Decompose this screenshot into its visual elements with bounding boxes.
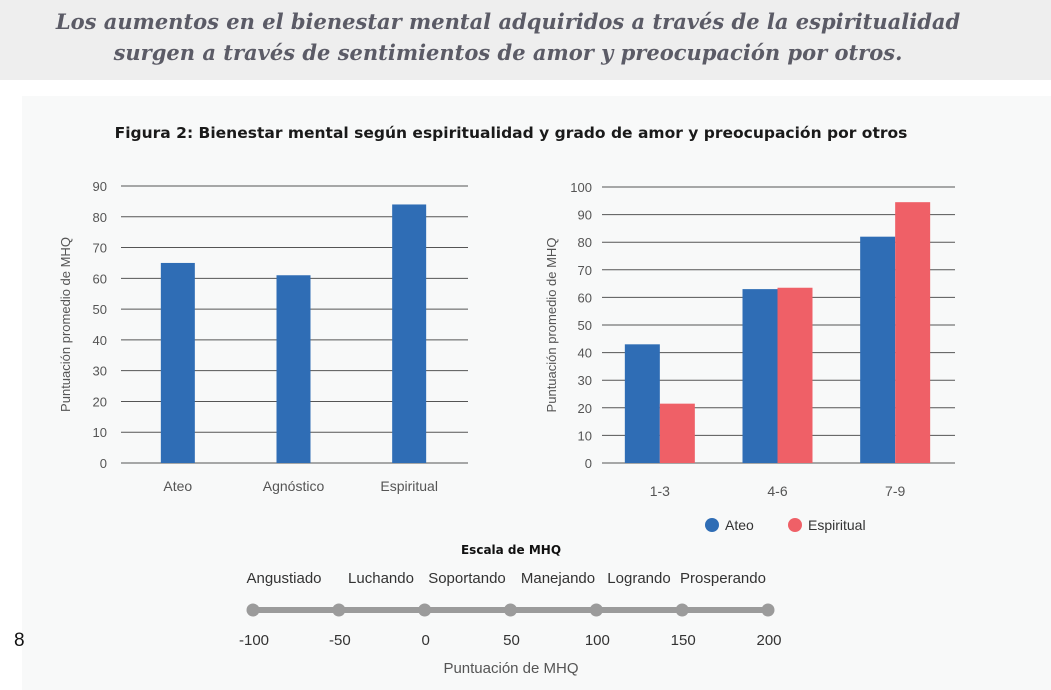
legend-label: Ateo [725, 517, 754, 533]
page-number: 8 [14, 630, 25, 651]
scale-dot [675, 603, 689, 617]
y-tick-label: 80 [578, 235, 592, 250]
bar [160, 262, 195, 463]
figure-title: Figura 2: Bienestar mental según espirit… [114, 124, 908, 142]
scale-category-label: Prosperando [680, 570, 766, 587]
headline: Los aumentos en el bienestar mental adqu… [0, 6, 1016, 68]
mhq-scale: Escala de MHQ -100 -50 0 50 100 150 200 Angustia… [239, 543, 782, 677]
x-tick-label: 1-3 [650, 483, 670, 499]
header-band [0, 0, 1051, 80]
headline-line-1: Los aumentos en el bienestar mental adqu… [55, 9, 961, 34]
scale-tick-label: 50 [503, 632, 520, 649]
scale-category-label: Angustiado [246, 570, 321, 587]
scale-tick-label: 200 [756, 632, 781, 649]
y-tick-label: 40 [578, 346, 592, 361]
scale-tick-label: -100 [239, 632, 269, 649]
scale-dot [761, 603, 775, 617]
scale-axis-label: Puntuación de MHQ [443, 660, 578, 677]
y-axis-label: Puntuación promedio de MHQ [544, 238, 559, 413]
bar [777, 287, 813, 463]
scale-category-label: Logrando [607, 570, 670, 587]
bar [624, 344, 660, 463]
y-tick-label: 20 [578, 401, 592, 416]
y-axis-label: Puntuación promedio de MHQ [58, 237, 73, 412]
x-tick-label: Agnóstico [263, 478, 325, 494]
y-tick-label: 60 [93, 271, 107, 286]
y-tick-label: 10 [578, 428, 592, 443]
y-tick-label: 0 [100, 456, 107, 471]
y-tick-label: 30 [578, 373, 592, 388]
y-tick-label: 50 [93, 302, 107, 317]
legend-marker [788, 518, 802, 532]
chart-2: 0 10 20 30 40 50 60 70 80 90 100 1-3 4-6 7-9 Puntuació… [544, 180, 955, 533]
headline-line-2: surgen a través de sentimientos de amor … [113, 40, 903, 65]
scale-dot [332, 603, 346, 617]
y-tick-label: 90 [578, 208, 592, 223]
legend-label: Espiritual [808, 517, 866, 533]
scale-dot [418, 603, 432, 617]
bar [276, 275, 311, 463]
scale-dot [246, 603, 260, 617]
y-tick-label: 0 [585, 456, 592, 471]
y-tick-label: 70 [578, 263, 592, 278]
y-tick-label: 100 [570, 180, 592, 195]
scale-category-label: Luchando [348, 570, 414, 587]
x-tick-label: Espiritual [380, 478, 438, 494]
x-tick-label: Ateo [163, 478, 192, 494]
scale-dot [589, 603, 603, 617]
scale-tick-label: -50 [329, 632, 351, 649]
y-tick-label: 30 [93, 364, 107, 379]
x-tick-label: 4-6 [767, 483, 787, 499]
scale-tick-label: 150 [671, 632, 696, 649]
y-tick-label: 20 [93, 394, 107, 409]
scale-category-label: Soportando [428, 570, 506, 587]
y-tick-label: 90 [93, 179, 107, 194]
y-tick-label: 50 [578, 318, 592, 333]
scale-dot [504, 603, 517, 617]
x-tick-label: 7-9 [885, 483, 905, 499]
chart-1: 0 10 20 30 40 50 60 70 80 90 Ateo Agnóstico Espiritu… [58, 179, 468, 494]
y-tick-label: 80 [93, 210, 107, 225]
chart-2-legend: Ateo Espiritual [705, 517, 866, 533]
scale-title: Escala de MHQ [461, 543, 561, 557]
scale-tick-label: 100 [585, 632, 610, 649]
bar [860, 236, 896, 463]
bar [392, 204, 427, 463]
y-tick-label: 40 [93, 333, 107, 348]
bar [742, 289, 778, 463]
y-tick-label: 60 [578, 290, 592, 305]
scale-tick-label: 0 [421, 632, 429, 649]
y-tick-label: 70 [93, 241, 107, 256]
bar [659, 403, 695, 463]
y-tick-label: 10 [93, 425, 107, 440]
legend-marker [705, 518, 719, 532]
scale-category-label: Manejando [521, 570, 595, 587]
bar [895, 202, 931, 463]
